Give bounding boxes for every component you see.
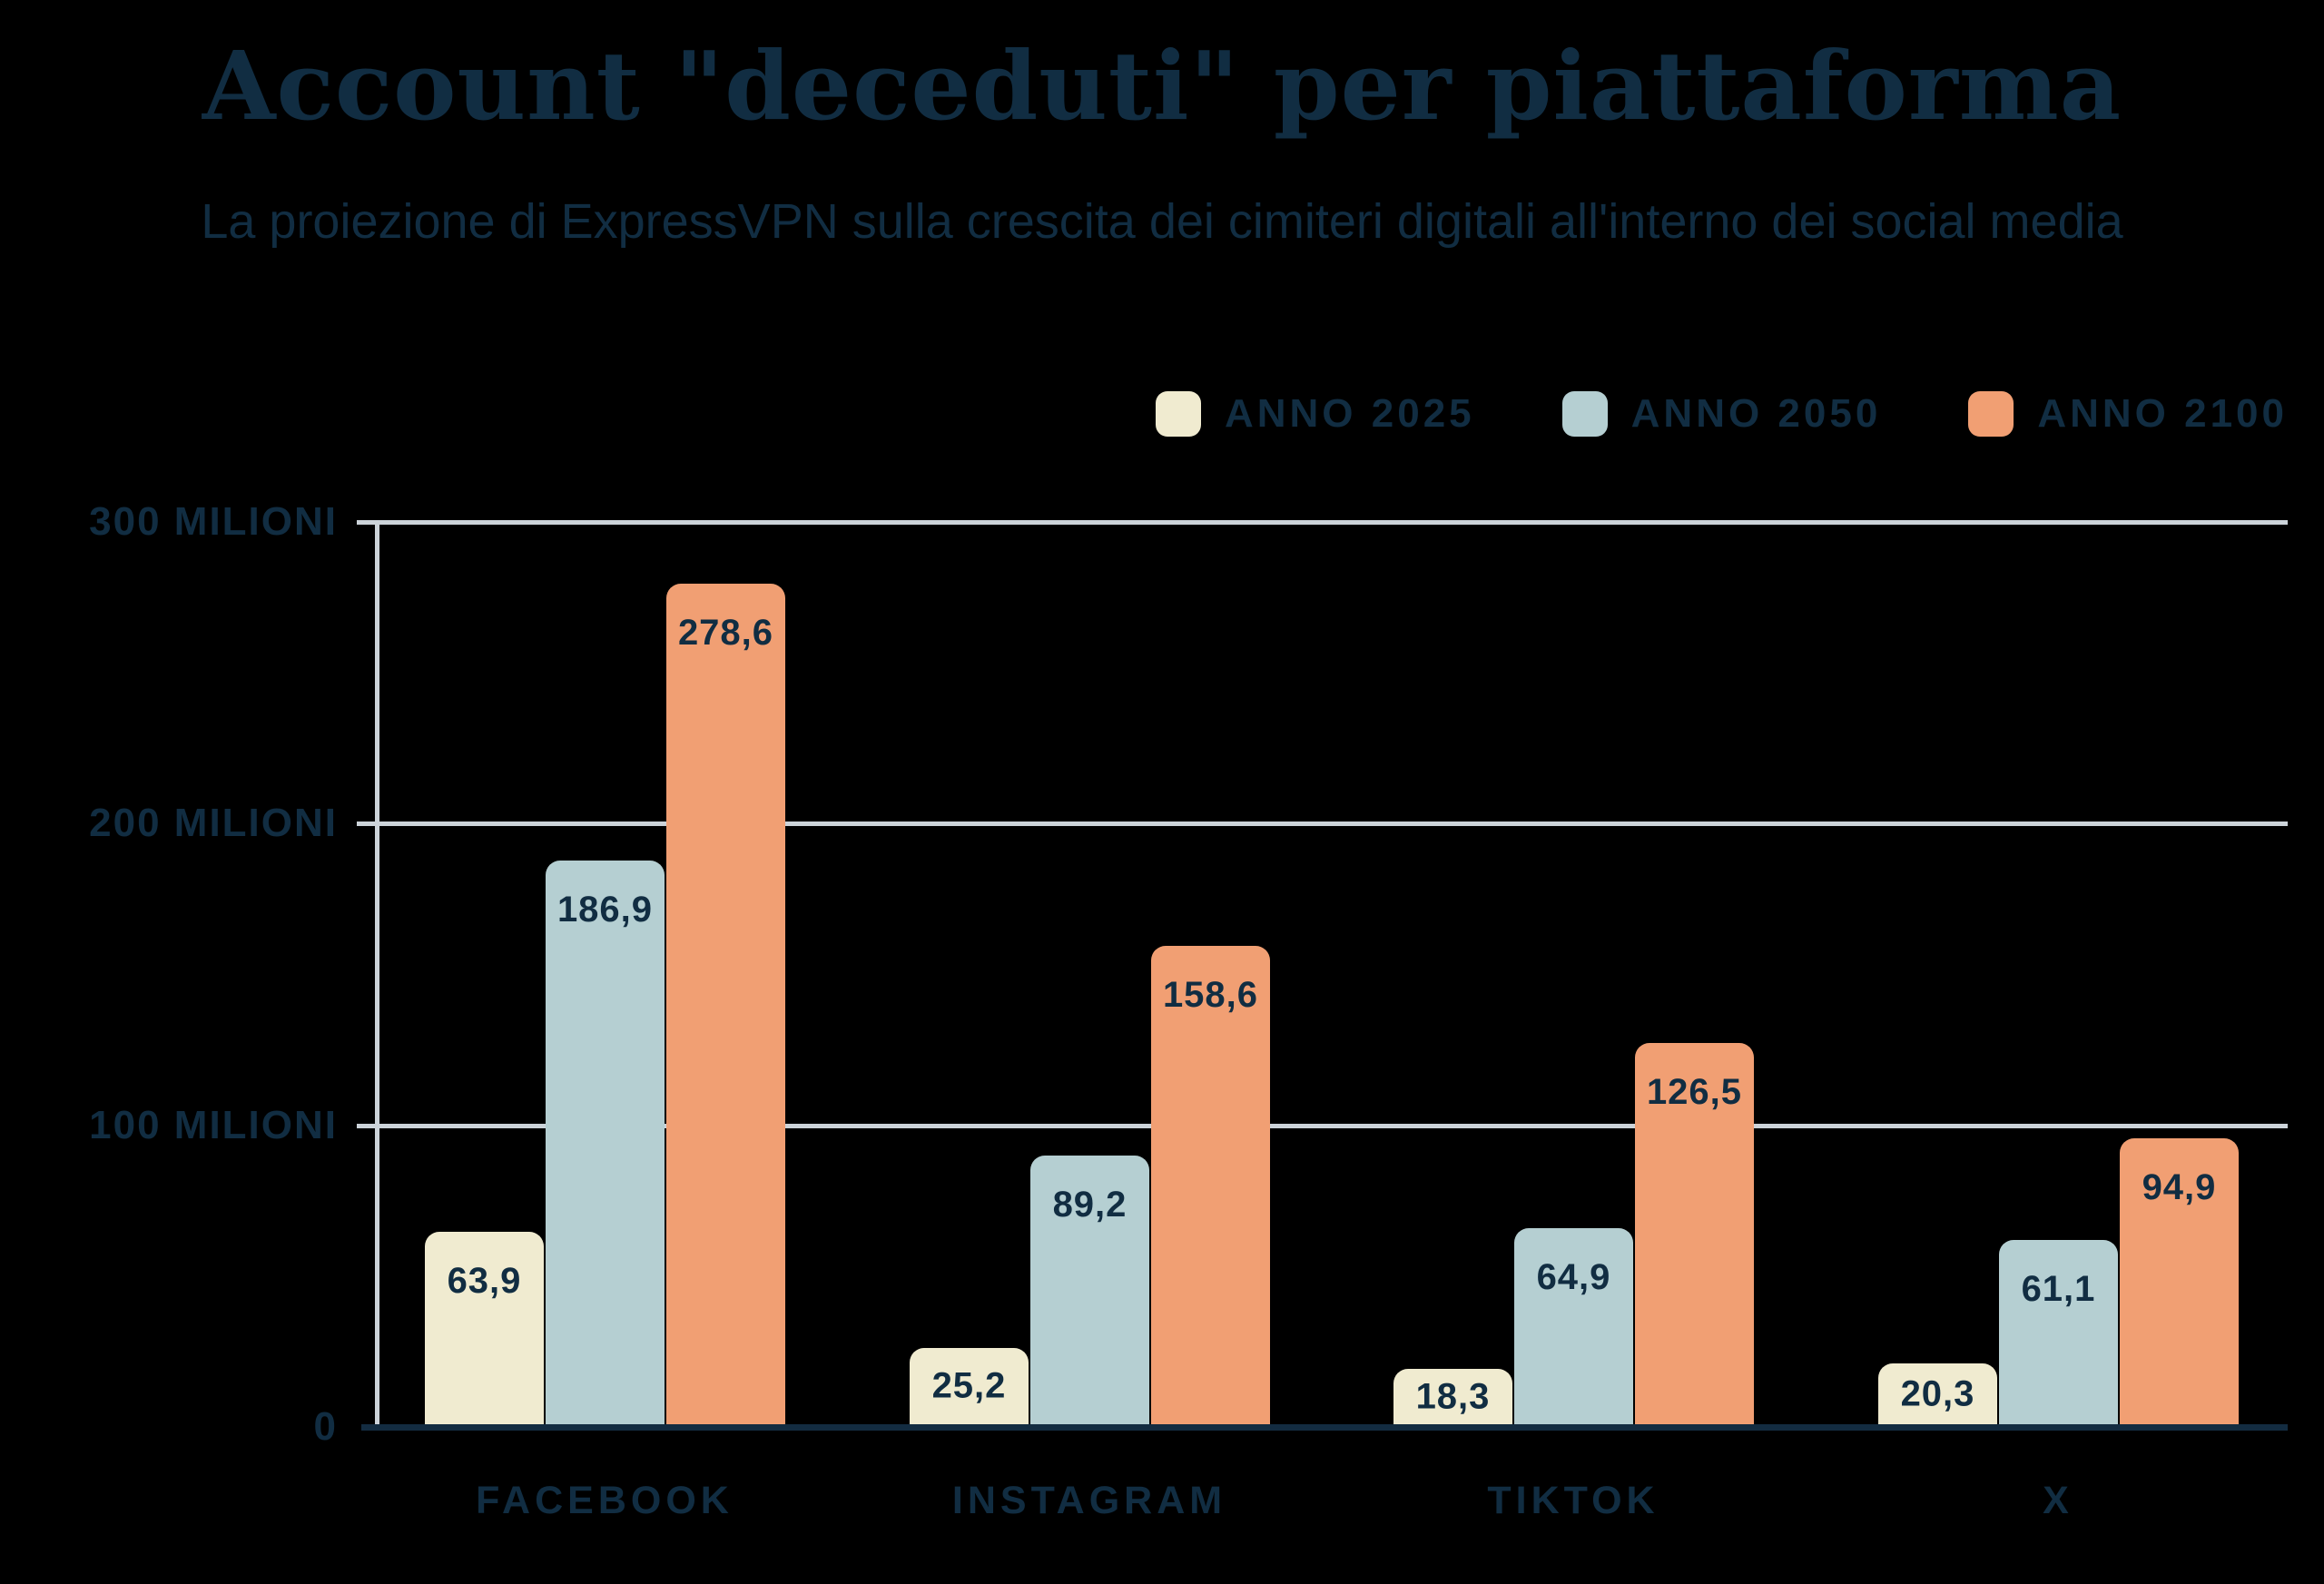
legend-label-anno-2025: ANNO 2025 [1224, 391, 1475, 436]
bar-value-label: 20,3 [1900, 1373, 1975, 1413]
legend-label-anno-2050: ANNO 2050 [1630, 391, 1882, 436]
category-label-facebook: FACEBOOK [476, 1479, 734, 1522]
gridline-300-milioni [377, 520, 2288, 525]
category-label-instagram: INSTAGRAM [951, 1479, 1227, 1522]
legend-swatch-anno-2100-icon [1968, 391, 2014, 437]
chart-subtitle: La proiezione di ExpressVPN sulla cresci… [201, 194, 2123, 249]
y-axis-tick-300 [357, 520, 377, 525]
y-axis-line [375, 522, 379, 1427]
bar-value-label: 18,3 [1415, 1376, 1491, 1416]
bar-instagram-anno-2100: 158,6 [1151, 946, 1270, 1424]
legend-item-anno-2050: ANNO 2050 [1561, 391, 1882, 437]
legend: ANNO 2025 ANNO 2050 ANNO 2100 [1155, 390, 2288, 438]
category-label-x: X [2043, 1479, 2073, 1522]
bar-facebook-anno-2100: 278,6 [666, 584, 785, 1424]
chart-title: Account "deceduti" per piattaforma [202, 30, 2122, 142]
bar-value-label: 63,9 [447, 1261, 522, 1301]
legend-label-anno-2100: ANNO 2100 [2037, 391, 2288, 436]
bar-instagram-anno-2050: 89,2 [1030, 1156, 1149, 1424]
x-axis-line [361, 1424, 2288, 1431]
y-axis-label-0: 0 [313, 1404, 338, 1449]
bar-x-anno-2025: 20,3 [1878, 1363, 1997, 1424]
category-label-tiktok: TIKTOK [1487, 1479, 1659, 1522]
bar-x-anno-2050: 61,1 [1999, 1240, 2118, 1424]
bar-value-label: 94,9 [2142, 1167, 2217, 1207]
gridline-200-milioni [377, 822, 2288, 827]
bar-value-label: 25,2 [931, 1365, 1007, 1406]
bar-value-label: 158,6 [1162, 975, 1259, 1015]
bar-value-label: 61,1 [2021, 1269, 2096, 1309]
bar-value-label: 64,9 [1536, 1257, 1611, 1297]
bar-value-label: 89,2 [1052, 1185, 1128, 1225]
bar-facebook-anno-2025: 63,9 [425, 1232, 544, 1424]
legend-item-anno-2100: ANNO 2100 [1968, 391, 2288, 437]
gridline-100-milioni [377, 1123, 2288, 1128]
bar-tiktok-anno-2050: 64,9 [1514, 1228, 1633, 1424]
y-axis-label-100: 100 MILIONI [89, 1102, 338, 1147]
y-axis-tick-100 [357, 1123, 377, 1128]
bar-facebook-anno-2050: 186,9 [546, 861, 665, 1424]
bar-tiktok-anno-2025: 18,3 [1393, 1369, 1512, 1424]
legend-swatch-anno-2025-icon [1155, 391, 1201, 437]
legend-item-anno-2025: ANNO 2025 [1155, 391, 1475, 437]
bar-value-label: 278,6 [677, 613, 774, 653]
y-axis-label-300: 300 MILIONI [89, 499, 338, 544]
bar-value-label: 126,5 [1646, 1072, 1743, 1112]
bar-value-label: 186,9 [556, 890, 654, 930]
bar-x-anno-2100: 94,9 [2120, 1138, 2239, 1424]
y-axis-label-200: 200 MILIONI [89, 801, 338, 846]
bar-instagram-anno-2025: 25,2 [910, 1348, 1029, 1424]
legend-swatch-anno-2050-icon [1561, 391, 1608, 437]
y-axis-tick-200 [357, 822, 377, 827]
bar-tiktok-anno-2100: 126,5 [1635, 1043, 1754, 1424]
